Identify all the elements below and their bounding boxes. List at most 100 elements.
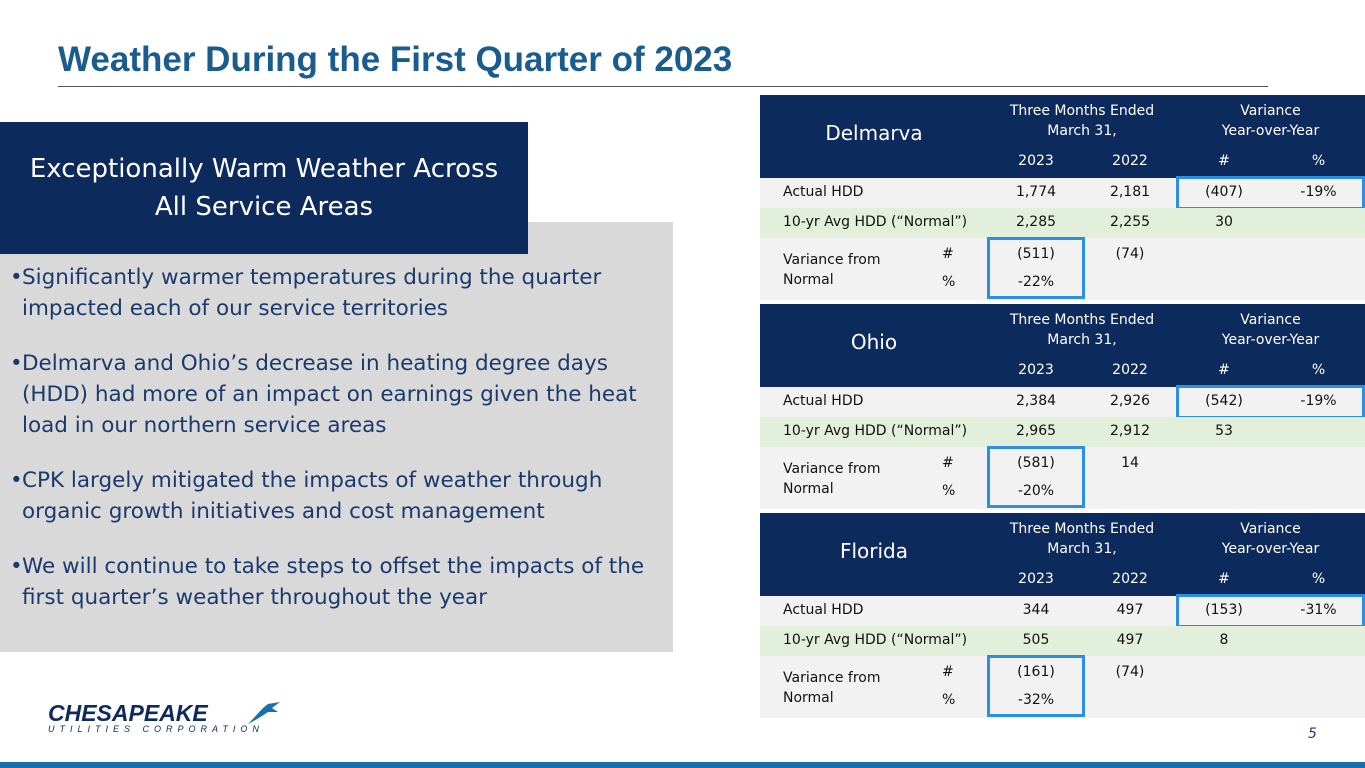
region-header: Ohio Three Months Ended March 31, Varianc… <box>760 304 1365 387</box>
row-label: Variance from Normal <box>783 459 881 499</box>
headline-text: Exceptionally Warm Weather Across All Se… <box>29 154 499 222</box>
row-label: Actual HDD <box>783 393 864 409</box>
col-header-num: # <box>1218 153 1230 169</box>
header-line: Variance <box>1240 312 1301 328</box>
table-row-actual: Actual HDD 344 497 (153) -31% <box>760 594 1365 628</box>
bullet-text: Delmarva and Ohio’s decrease in heating … <box>22 351 637 438</box>
header-line: Variance <box>1240 521 1301 537</box>
header-line: Three Months Ended <box>1009 312 1155 328</box>
cell-variance-2022: 14 <box>1121 455 1139 471</box>
cell-variance-pct: -20% <box>1017 483 1055 499</box>
header-variance: Variance Year-over-Year <box>1176 101 1365 141</box>
bullet-item: • Significantly warmer temperatures durin… <box>10 262 670 324</box>
highlight-box <box>1176 385 1365 419</box>
cell-2022: 2,255 <box>1109 214 1151 230</box>
cell-2023: 1,774 <box>1015 184 1057 200</box>
cell-2022: 2,926 <box>1109 393 1151 409</box>
header-line: Three Months Ended <box>1009 521 1155 537</box>
cell-variance-2022: (74) <box>1115 246 1145 262</box>
cell-2022: 2,181 <box>1109 184 1151 200</box>
cell-var-num: 8 <box>1219 632 1229 648</box>
table-row-variance: Variance from Normal # % (161) -32% (74) <box>760 655 1365 718</box>
cell-variance-num: (511) <box>1017 246 1055 262</box>
highlight-box <box>1176 594 1365 628</box>
table-row-actual: Actual HDD 1,774 2,181 (407) -19% <box>760 176 1365 210</box>
highlight-box <box>987 446 1085 508</box>
header-line: Year-over-Year <box>1221 123 1320 139</box>
label-line: Normal <box>783 690 834 706</box>
cell-variance-num: (581) <box>1017 455 1055 471</box>
row-label: 10-yr Avg HDD (“Normal”) <box>783 423 968 439</box>
bullet-item: • CPK largely mitigated the impacts of we… <box>10 465 670 527</box>
row-label: 10-yr Avg HDD (“Normal”) <box>783 214 968 230</box>
cell-var-num: 53 <box>1215 423 1233 439</box>
cell-var-pct: -19% <box>1300 393 1337 409</box>
header-line: Year-over-Year <box>1221 541 1320 557</box>
page-number: 5 <box>1308 726 1317 742</box>
col-header-2022: 2022 <box>1112 362 1148 378</box>
symbol-num: # <box>942 664 954 680</box>
header-variance: Variance Year-over-Year <box>1176 519 1365 559</box>
col-header-pct: % <box>1311 362 1326 378</box>
symbol-pct: % <box>942 274 956 290</box>
title-divider <box>58 86 1268 87</box>
bullet-item: • We will continue to take steps to offse… <box>10 551 670 613</box>
col-header-2023: 2023 <box>1018 153 1054 169</box>
label-line: Variance from <box>783 670 881 686</box>
bullet-item: • Delmarva and Ohio’s decrease in heating… <box>10 348 670 441</box>
header-three-months: Three Months Ended March 31, <box>988 101 1176 141</box>
col-header-2022: 2022 <box>1112 571 1148 587</box>
bird-icon <box>248 702 280 724</box>
cell-2023: 344 <box>1022 602 1050 618</box>
cell-var-pct: -19% <box>1300 184 1337 200</box>
region-table-ohio: Ohio Three Months Ended March 31, Varianc… <box>760 304 1365 509</box>
page-title: Weather During the First Quarter of 2023 <box>58 40 733 79</box>
bullet-marker: • <box>10 554 23 579</box>
region-table-florida: Florida Three Months Ended March 31, Vari… <box>760 513 1365 718</box>
table-row-normal: 10-yr Avg HDD (“Normal”) 505 497 8 <box>760 626 1365 656</box>
header-variance: Variance Year-over-Year <box>1176 310 1365 350</box>
cell-2023: 2,285 <box>1015 214 1057 230</box>
header-line: March 31, <box>1047 541 1117 557</box>
symbol-pct: % <box>942 483 956 499</box>
label-line: Normal <box>783 272 834 288</box>
col-header-2023: 2023 <box>1018 571 1054 587</box>
cell-variance-pct: -32% <box>1017 692 1055 708</box>
region-name: Ohio <box>850 330 898 354</box>
row-label: Variance from Normal <box>783 668 881 708</box>
header-line: Year-over-Year <box>1221 332 1320 348</box>
col-header-num: # <box>1218 362 1230 378</box>
cell-var-num: (153) <box>1205 602 1243 618</box>
col-header-2022: 2022 <box>1112 153 1148 169</box>
highlight-box <box>987 237 1085 299</box>
row-label: Actual HDD <box>783 602 864 618</box>
symbol-num: # <box>942 246 954 262</box>
cell-2022: 497 <box>1116 602 1144 618</box>
logo-wordmark: CHESAPEAKE <box>48 700 208 726</box>
table-row-normal: 10-yr Avg HDD (“Normal”) 2,285 2,255 30 <box>760 208 1365 238</box>
bullet-marker: • <box>10 351 23 376</box>
symbol-pct: % <box>942 692 956 708</box>
region-header: Delmarva Three Months Ended March 31, Var… <box>760 95 1365 178</box>
cell-variance-2022: (74) <box>1115 664 1145 680</box>
cell-variance-num: (161) <box>1017 664 1055 680</box>
region-header: Florida Three Months Ended March 31, Vari… <box>760 513 1365 596</box>
row-label: Actual HDD <box>783 184 864 200</box>
cell-variance-pct: -22% <box>1017 274 1055 290</box>
region-name: Florida <box>839 539 909 563</box>
header-line: Three Months Ended <box>1009 103 1155 119</box>
cell-var-num: (407) <box>1205 184 1243 200</box>
bullet-marker: • <box>10 265 23 290</box>
footer-bar <box>0 762 1365 768</box>
table-row-normal: 10-yr Avg HDD (“Normal”) 2,965 2,912 53 <box>760 417 1365 447</box>
cell-2023: 2,965 <box>1015 423 1057 439</box>
label-line: Variance from <box>783 461 881 477</box>
bullet-text: Significantly warmer temperatures during… <box>22 265 602 321</box>
region-table-delmarva: Delmarva Three Months Ended March 31, Var… <box>760 95 1365 300</box>
bullet-list: • Significantly warmer temperatures durin… <box>10 262 670 637</box>
col-header-pct: % <box>1311 153 1326 169</box>
table-row-variance: Variance from Normal # % (581) -20% 14 <box>760 446 1365 509</box>
region-name: Delmarva <box>825 121 923 145</box>
cell-var-num: 30 <box>1215 214 1233 230</box>
summary-panel <box>0 222 673 652</box>
